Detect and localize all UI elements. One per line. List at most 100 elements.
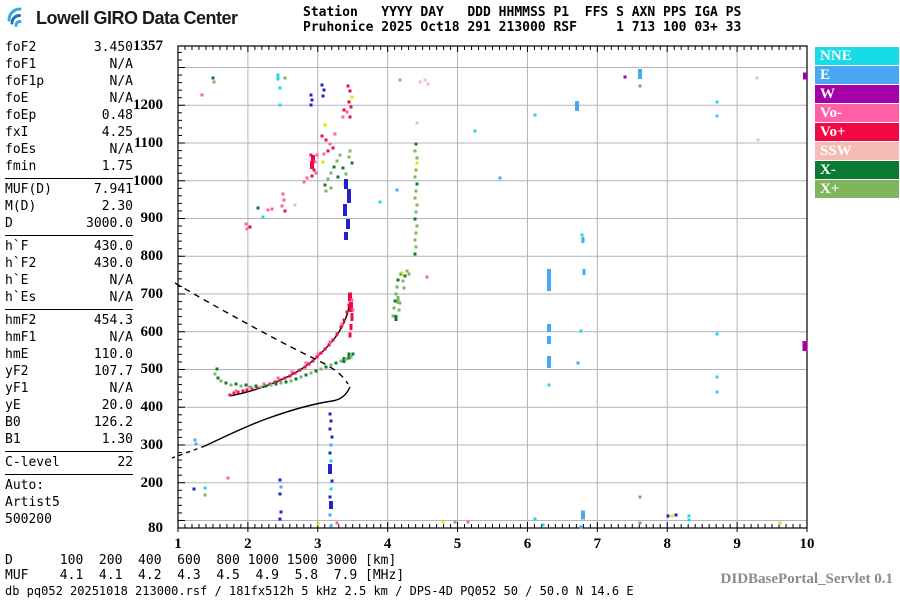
echo-point [413, 175, 417, 179]
legend-item-nne: NNE [815, 47, 899, 65]
param-label: hmF1 [5, 330, 37, 345]
echo-point [321, 94, 325, 98]
param-value: 20.0 [101, 398, 133, 413]
echo-point [310, 174, 314, 178]
y-axis-label: 80 [148, 520, 163, 536]
echo-point [340, 322, 344, 326]
echo-point [200, 93, 204, 97]
echo-point [309, 93, 313, 97]
muf-table-row-muf: MUF 4.1 4.1 4.2 4.3 4.5 4.9 5.8 7.9 [MHz… [5, 568, 405, 583]
param-value: 4.25 [101, 125, 133, 140]
echo-point [298, 368, 302, 372]
echo-point [216, 376, 220, 380]
param-value: N/A [109, 142, 133, 157]
echo-point [466, 520, 470, 524]
echo-point [344, 357, 348, 361]
echo-point [288, 374, 292, 378]
echo-point [341, 166, 345, 170]
echo-point [234, 389, 238, 393]
param-label: h`F2 [5, 256, 37, 271]
echo-point [314, 369, 318, 373]
echo-point [310, 161, 314, 169]
echo-point [250, 387, 254, 391]
param-row-hes: h`Es N/A [5, 289, 133, 306]
x-axis-label: 2 [244, 536, 252, 552]
echo-point [194, 442, 198, 446]
legend-item-vo: Vo- [815, 104, 899, 122]
echo-point [666, 514, 670, 518]
echo-point [329, 186, 333, 190]
echo-point [245, 227, 249, 231]
param-value: N/A [109, 57, 133, 72]
echo-point [345, 310, 349, 314]
echo-point [322, 88, 326, 92]
echo-point [638, 495, 642, 499]
echo-point [341, 115, 345, 119]
param-label: fmin [5, 159, 37, 174]
echo-point [407, 272, 411, 276]
echo-point [294, 377, 298, 381]
param-label: D [5, 216, 13, 231]
y-axis-label: 1357 [133, 38, 163, 54]
echo-point [330, 479, 334, 483]
echo-point [715, 375, 719, 379]
echo-point [334, 361, 338, 365]
echo-point [304, 373, 308, 377]
param-value: 430.0 [93, 239, 133, 254]
echo-point [239, 384, 243, 388]
param-row-yf2: yF2 107.7 [5, 363, 133, 380]
param-row-b1: B1 1.30 [5, 431, 133, 448]
echo-point [313, 160, 317, 164]
echo-point [329, 459, 333, 463]
x-axis-label: 4 [383, 536, 392, 552]
echo-point [403, 274, 407, 278]
echo-point [315, 355, 319, 359]
echo-point [316, 522, 320, 526]
param-label: hmF2 [5, 313, 37, 328]
echo-point [278, 517, 282, 521]
echo-point [415, 161, 419, 165]
echo-point [579, 525, 583, 529]
echo-point [320, 83, 324, 87]
param-label: h`F [5, 239, 29, 254]
echo-point [315, 153, 319, 157]
echo-point [330, 435, 334, 439]
muf-table-row-d: D 100 200 400 600 800 1000 1500 3000 [km… [5, 553, 397, 568]
echo-point [314, 171, 318, 175]
echo-point [324, 189, 328, 193]
echo-point [278, 478, 282, 482]
echo-point [266, 208, 270, 212]
echo-point [413, 196, 417, 200]
echo-point [347, 155, 351, 159]
panel-divider [5, 474, 133, 475]
echo-point [303, 365, 307, 369]
echo-point [348, 89, 352, 93]
y-axis-label: 400 [140, 399, 164, 416]
true-height-profile [204, 386, 351, 447]
echo-point [244, 383, 248, 387]
echo-point [674, 513, 678, 517]
echo-point [405, 269, 409, 273]
echo-point [348, 292, 352, 302]
echo-point [299, 375, 303, 379]
legend-item-vo: Vo+ [815, 123, 899, 141]
echo-point [329, 524, 333, 528]
echo-point [311, 155, 315, 161]
param-row-md: M(D) 2.30 [5, 198, 133, 215]
param-label: h`Es [5, 290, 37, 305]
echo-point [335, 521, 339, 525]
echo-point [203, 486, 207, 490]
echo-point [284, 380, 288, 384]
y-axis-label: 300 [140, 436, 164, 453]
echo-point [580, 233, 584, 237]
echo-point [346, 84, 350, 88]
echo-point [270, 207, 274, 211]
echo-point [425, 275, 429, 279]
param-value: 2.30 [101, 199, 133, 214]
echo-point [279, 510, 283, 514]
param-row-hf: h`F 430.0 [5, 238, 133, 255]
echo-point [335, 159, 339, 163]
echo-point [326, 149, 330, 153]
x-axis-label: 3 [314, 536, 322, 552]
echo-point [415, 182, 419, 186]
